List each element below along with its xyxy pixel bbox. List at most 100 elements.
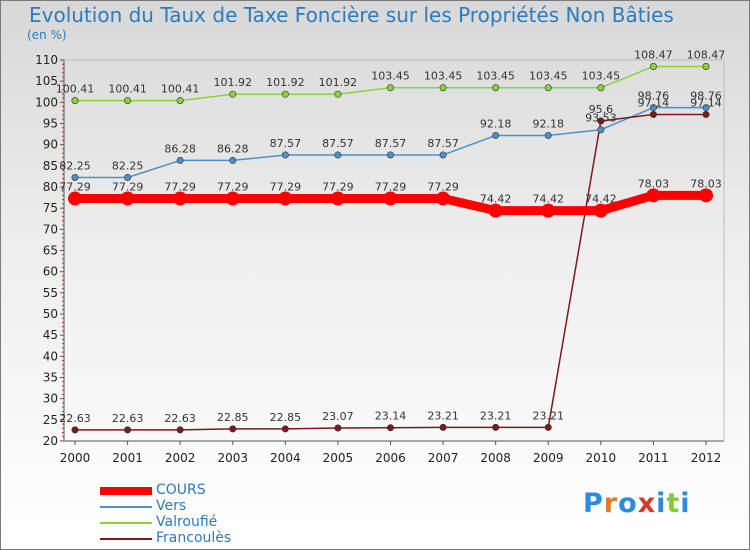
series-points [68, 62, 713, 434]
data-label: 103.45 [529, 70, 568, 83]
data-point [386, 84, 394, 92]
y-tick-label: 30 [43, 392, 58, 406]
data-label: 97.14 [690, 96, 722, 109]
logo-letter: i [656, 488, 667, 519]
x-tick-label: 2007 [428, 451, 459, 465]
data-point [229, 425, 237, 433]
y-tick-label: 45 [43, 328, 58, 342]
data-point [492, 131, 500, 139]
proxiti-logo: Proxiti [583, 488, 691, 519]
data-point [436, 191, 451, 206]
data-point [281, 425, 289, 433]
y-tick-label: 35 [43, 371, 58, 385]
data-point [439, 84, 447, 92]
data-point [176, 97, 184, 105]
data-label: 103.45 [424, 70, 463, 83]
y-tick-label: 55 [43, 286, 58, 300]
data-label: 22.63 [112, 412, 144, 425]
data-label: 77.29 [375, 180, 407, 193]
y-tick-label: 110 [35, 53, 58, 67]
data-label: 87.57 [322, 137, 354, 150]
data-point [541, 203, 556, 218]
data-point [124, 97, 132, 105]
data-label: 74.42 [585, 193, 617, 206]
x-tick-label: 2003 [217, 451, 248, 465]
data-label: 108.47 [634, 48, 673, 61]
series-line-Francoulès [74, 113, 707, 431]
data-label: 101.92 [214, 76, 253, 89]
y-tick-label: 70 [43, 222, 58, 236]
data-point [176, 426, 184, 434]
data-label: 22.63 [164, 412, 196, 425]
data-point [173, 191, 188, 206]
x-tick-label: 2010 [586, 451, 617, 465]
legend-label: COURS [156, 482, 206, 498]
x-tick-label: 2002 [165, 451, 196, 465]
series-labels: 82.25 82.25 86.28 86.28 87.57 87.57 87.57 87.57… [56, 48, 726, 424]
data-point [124, 426, 132, 434]
x-tick-label: 2009 [533, 451, 564, 465]
x-tick-label: 2001 [112, 451, 143, 465]
legend-swatch [100, 522, 152, 524]
data-point [229, 90, 237, 98]
logo-letter: t [666, 488, 681, 519]
y-tick-label: 85 [43, 159, 58, 173]
data-point [225, 191, 240, 206]
data-point [383, 191, 398, 206]
data-point [330, 191, 345, 206]
logo-letter: P [583, 488, 604, 519]
data-label: 78.03 [638, 177, 670, 190]
legend-swatch [100, 506, 152, 508]
data-label: 78.03 [690, 177, 722, 190]
data-point [699, 188, 713, 203]
data-label: 86.28 [217, 142, 249, 155]
logo-letter: x [637, 488, 657, 519]
y-tick-label: 65 [43, 244, 58, 258]
legend-swatch [100, 538, 152, 540]
y-tick-label: 50 [43, 307, 58, 321]
data-point [597, 117, 605, 125]
data-point [176, 156, 184, 164]
data-label: 74.42 [533, 193, 565, 206]
data-label: 87.57 [427, 137, 459, 150]
data-point [488, 203, 503, 218]
data-point [649, 62, 657, 70]
data-label: 95.6 [589, 103, 614, 116]
data-label: 23.21 [533, 409, 565, 422]
data-point [386, 151, 394, 159]
data-label: 22.63 [59, 412, 91, 425]
data-label: 103.45 [371, 70, 410, 83]
data-label: 101.92 [319, 76, 358, 89]
data-label: 101.92 [266, 76, 305, 89]
legend-label: Valroufié [156, 514, 218, 530]
data-point [281, 151, 289, 159]
data-point [544, 84, 552, 92]
data-label: 77.29 [112, 180, 144, 193]
data-label: 23.21 [480, 409, 512, 422]
data-label: 108.47 [687, 48, 726, 61]
data-label: 92.18 [480, 117, 512, 130]
axes: 20 25 30 35 40 45 50 55 60 65 70 75 80 85 90 95 100 105 11… [35, 53, 725, 465]
data-point [68, 191, 82, 206]
y-tick-label: 60 [43, 265, 58, 279]
data-label: 87.57 [270, 137, 302, 150]
y-tick-label: 40 [43, 349, 58, 363]
data-point [646, 188, 661, 203]
data-point [281, 90, 289, 98]
data-label: 77.29 [164, 180, 196, 193]
data-label: 74.42 [480, 193, 512, 206]
data-point [544, 423, 552, 431]
y-tick-label: 20 [43, 434, 58, 448]
data-point [334, 424, 342, 432]
data-label: 22.85 [217, 411, 249, 424]
data-label: 98.76 [690, 90, 722, 103]
y-tick-label: 75 [43, 201, 58, 215]
data-label: 98.76 [638, 90, 670, 103]
data-label: 77.29 [217, 180, 249, 193]
data-label: 97.14 [638, 96, 670, 109]
x-tick-label: 2006 [375, 451, 406, 465]
data-point [492, 84, 500, 92]
data-point [229, 156, 237, 164]
